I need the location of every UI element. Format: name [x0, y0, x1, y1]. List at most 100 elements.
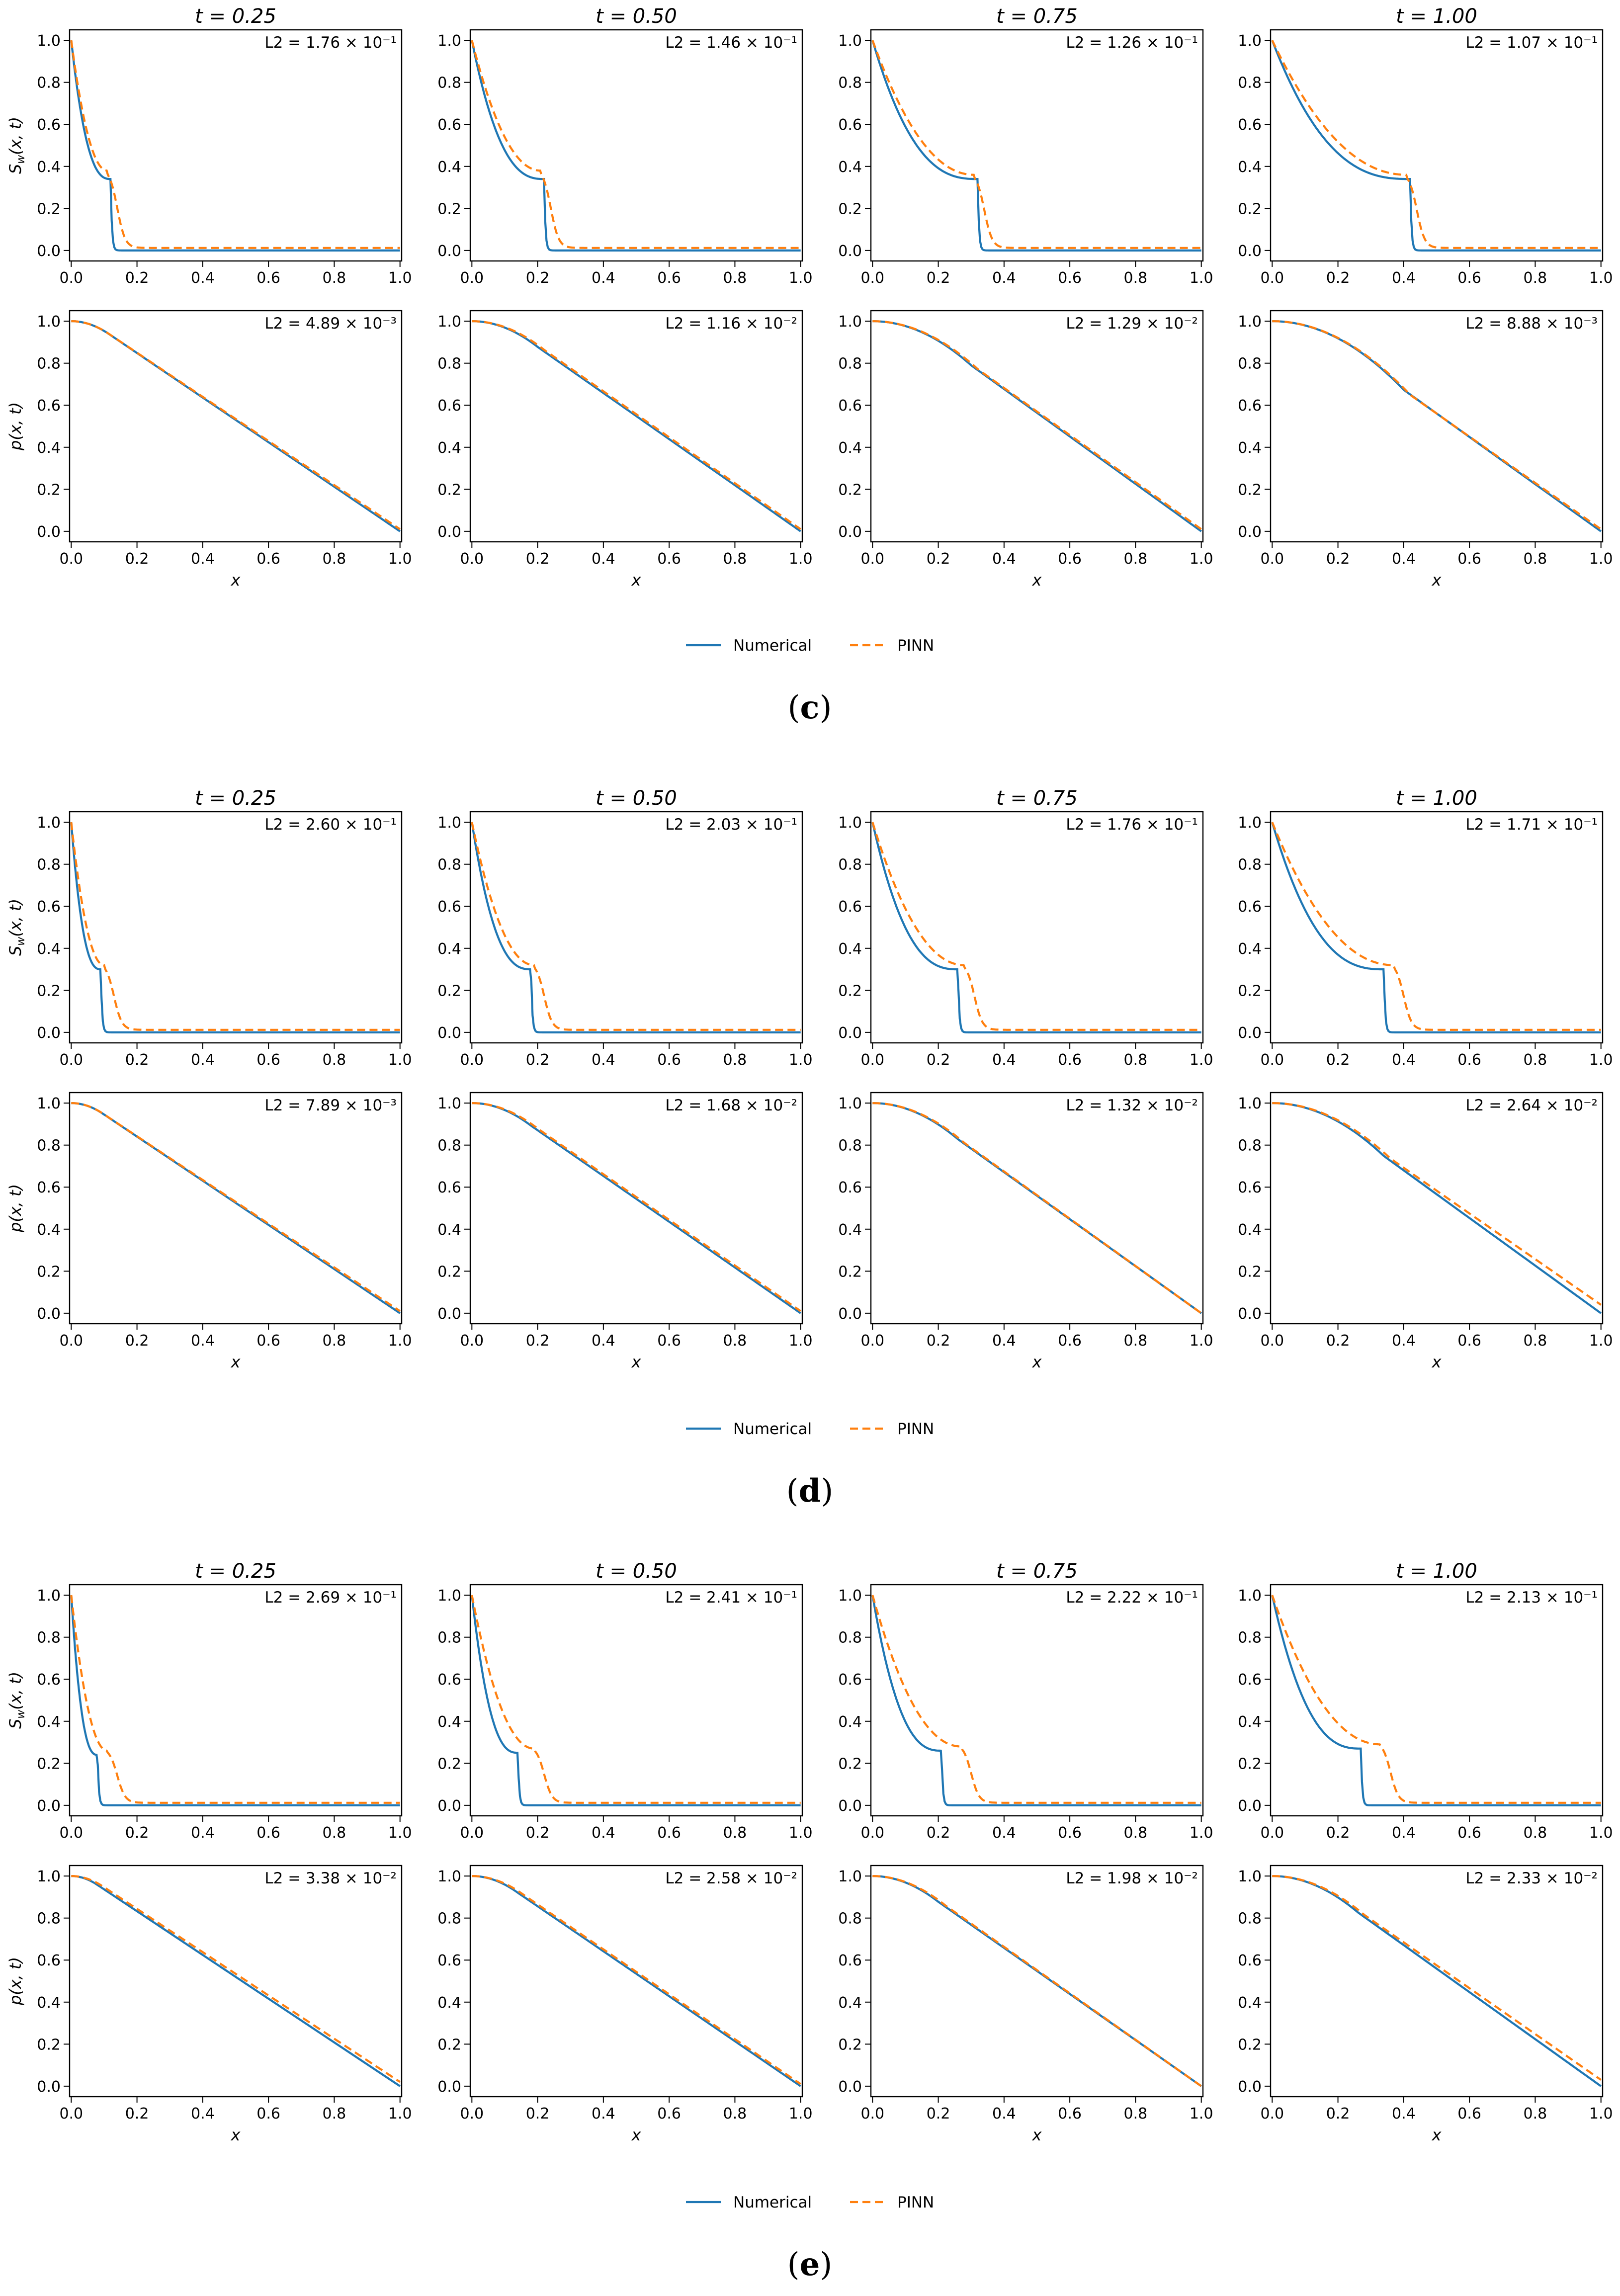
x-tick-label: 0.4 — [992, 269, 1016, 287]
x-tick-label: 0.6 — [1058, 1051, 1082, 1069]
panel-p-c-3: 0.0 0.2 0.4 0.6 0.8 1.0 0.0 0.2 0.4 0.6 0.8 1.0 L2 =… — [838, 310, 1213, 568]
y-tick-label: 0.0 — [37, 2078, 61, 2096]
panel-p-d-2: 0.0 0.2 0.4 0.6 0.8 1.0 0.0 0.2 0.4 0.6 0.8 1.0 L2 =… — [437, 1092, 813, 1350]
y-tick-label: 0.4 — [437, 159, 461, 176]
numerical-series-line — [1272, 1875, 1602, 2087]
y-tick-label: 0.6 — [37, 116, 61, 134]
l2-value: 1.07 × 10⁻¹ — [1507, 34, 1598, 52]
label-letter: c — [800, 689, 820, 726]
axes-frame — [469, 811, 803, 1044]
l2-value: 1.98 × 10⁻² — [1107, 1870, 1198, 1887]
y-tick-label: 0.8 — [838, 1910, 862, 1928]
x-tick-label: 0.8 — [723, 2105, 747, 2123]
x-tick-label: 0.6 — [1457, 550, 1481, 568]
l2-prefix: L2 = — [1465, 34, 1507, 52]
l2-value: 1.76 × 10⁻¹ — [1107, 816, 1198, 834]
numerical-series-line — [472, 1875, 801, 2087]
x-tick-label: 0.6 — [1457, 1332, 1481, 1350]
axes-frame — [870, 29, 1204, 262]
y-tick-label: 0.4 — [437, 1994, 461, 2012]
x-tick-label: 0.2 — [1326, 1051, 1350, 1069]
l2-value: 2.03 × 10⁻¹ — [706, 816, 797, 834]
panel-p-c-2: 0.0 0.2 0.4 0.6 0.8 1.0 0.0 0.2 0.4 0.6 0.8 1.0 L2 =… — [437, 310, 813, 568]
x-tick-label: 0.4 — [1392, 550, 1416, 568]
l2-value: 2.13 × 10⁻¹ — [1507, 1589, 1598, 1607]
x-tick-label: 0.4 — [992, 1824, 1016, 1842]
y-tick-label: 0.0 — [37, 1305, 61, 1323]
l2-value: 2.58 × 10⁻² — [706, 1870, 797, 1887]
x-tick-label: 0.4 — [1392, 2105, 1416, 2123]
x-tick-label: 0.2 — [125, 1332, 149, 1350]
y-tick-label: 0.6 — [437, 1179, 461, 1196]
y-tick-label: 0.2 — [1238, 2036, 1262, 2053]
pinn-series-line — [70, 40, 400, 249]
axes-frame — [1270, 1865, 1604, 2098]
paren-open: ( — [786, 1473, 799, 1510]
x-tick-label: 0.2 — [927, 2105, 950, 2123]
y-tick-label: 0.4 — [437, 1713, 461, 1731]
panel-p-d-3: 0.0 0.2 0.4 0.6 0.8 1.0 0.0 0.2 0.4 0.6 0.8 1.0 L2 =… — [838, 1092, 1213, 1350]
x-tick-label: 0.6 — [657, 1332, 681, 1350]
x-tick-label: 0.6 — [657, 550, 681, 568]
subfigure-label: (e) — [787, 2246, 833, 2283]
pinn-series-line — [872, 1102, 1202, 1314]
axes-frame — [69, 1584, 403, 1817]
x-tick-label: 0.8 — [323, 1051, 346, 1069]
pinn-series-line — [70, 822, 400, 1031]
y-tick-label: 0.8 — [838, 1629, 862, 1647]
x-tick-label: 0.0 — [59, 1332, 83, 1350]
y-tick-label: 0.6 — [37, 1952, 61, 1969]
y-tick-label: 0.6 — [1238, 1952, 1262, 1969]
x-tick-label: 1.0 — [1589, 269, 1613, 287]
x-axis-label: x — [631, 571, 642, 590]
y-tick-label: 0.2 — [838, 982, 862, 1000]
l2-prefix: L2 = — [665, 315, 706, 333]
x-tick-label: 0.8 — [1524, 1051, 1547, 1069]
x-tick-label: 0.4 — [592, 550, 615, 568]
pinn-series-line — [1271, 40, 1601, 249]
x-tick-label: 1.0 — [388, 1332, 412, 1350]
x-tick-label: 0.2 — [125, 550, 149, 568]
y-tick-label: 1.0 — [37, 1587, 61, 1605]
l2-prefix: L2 = — [1066, 34, 1107, 52]
y-tick-label: 1.0 — [838, 1868, 862, 1885]
x-tick-label: 0.0 — [59, 269, 83, 287]
sw-args: (x, t) — [6, 899, 25, 937]
panel-title: t = 0.75 — [996, 5, 1078, 28]
sw-y-axis-label: Sw(x, t) — [6, 117, 27, 174]
x-tick-label: 0.0 — [460, 1332, 484, 1350]
y-tick-label: 1.0 — [37, 814, 61, 832]
y-tick-label: 0.6 — [1238, 397, 1262, 415]
x-tick-label: 0.0 — [860, 1824, 884, 1842]
y-tick-label: 1.0 — [437, 814, 461, 832]
x-tick-label: 1.0 — [388, 269, 412, 287]
x-tick-label: 0.8 — [323, 550, 346, 568]
paren-close: ) — [821, 1473, 833, 1510]
l2-value: 1.46 × 10⁻¹ — [706, 34, 797, 52]
y-tick-label: 0.8 — [1238, 856, 1262, 874]
x-tick-label: 0.6 — [1058, 269, 1082, 287]
x-tick-label: 0.8 — [723, 1332, 747, 1350]
y-tick-label: 0.4 — [838, 159, 862, 176]
panel-sw-e-2: 0.0 0.2 0.4 0.6 0.8 1.0 0.0 0.2 0.4 0.6 0.8 1.0 L2 =… — [437, 1584, 813, 1842]
y-tick-label: 0.2 — [838, 200, 862, 218]
numerical-series-line — [872, 1102, 1202, 1314]
y-tick-label: 1.0 — [37, 32, 61, 50]
x-tick-label: 0.0 — [59, 1051, 83, 1069]
l2-value: 2.60 × 10⁻¹ — [306, 816, 397, 834]
y-tick-label: 0.2 — [1238, 982, 1262, 1000]
y-tick-label: 0.0 — [1238, 243, 1262, 260]
sw-subscript: w — [15, 1709, 27, 1719]
x-tick-label: 0.0 — [1260, 1332, 1284, 1350]
y-tick-label: 0.0 — [1238, 2078, 1262, 2096]
y-tick-label: 0.2 — [37, 200, 61, 218]
axes-frame — [469, 1584, 803, 1817]
pinn-series-line — [1272, 1102, 1602, 1306]
x-tick-label: 1.0 — [1589, 550, 1613, 568]
x-tick-label: 0.8 — [323, 1824, 346, 1842]
numerical-series-line — [872, 320, 1202, 532]
y-tick-label: 0.8 — [1238, 355, 1262, 373]
y-tick-label: 0.2 — [437, 200, 461, 218]
y-tick-label: 0.4 — [37, 1221, 61, 1239]
y-tick-label: 0.0 — [1238, 1305, 1262, 1323]
